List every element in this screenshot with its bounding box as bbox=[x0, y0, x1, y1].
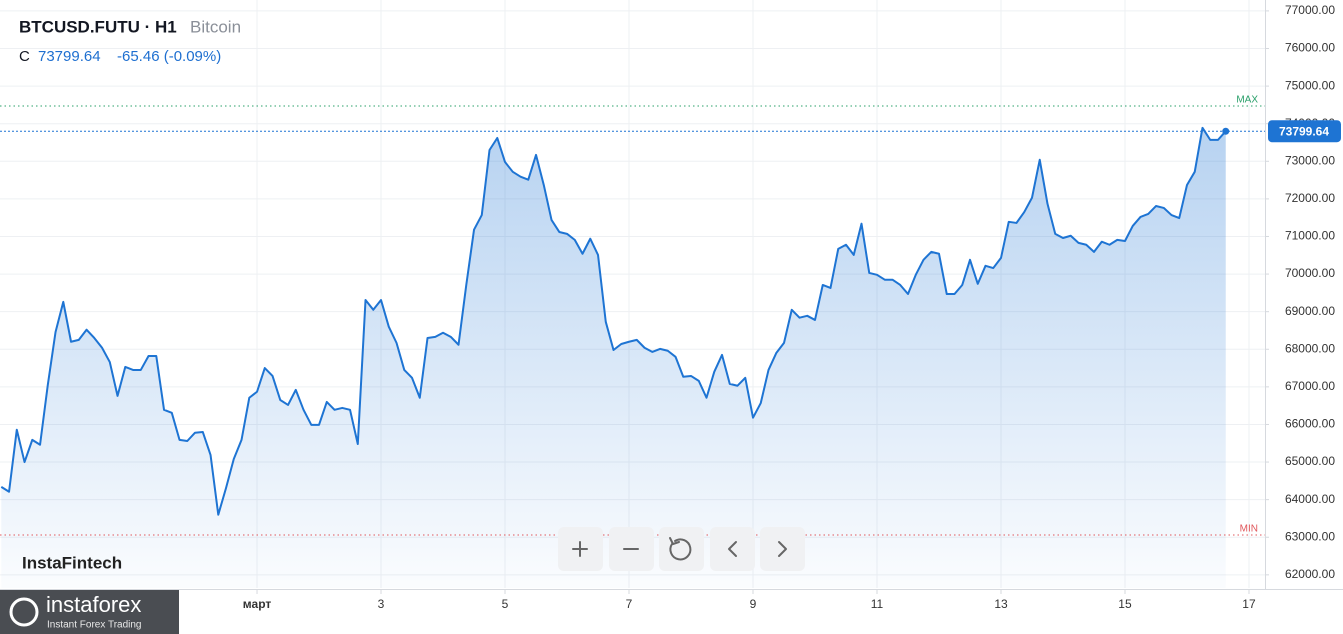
x-tick-label: 3 bbox=[378, 597, 385, 611]
y-tick-label: 70000.00 bbox=[1285, 266, 1335, 280]
logo-name: instaforex bbox=[46, 592, 141, 617]
last-point bbox=[1222, 127, 1230, 135]
button-bg[interactable] bbox=[659, 527, 704, 571]
x-tick-label: 13 bbox=[994, 597, 1008, 611]
reset-button[interactable] bbox=[659, 527, 704, 571]
max-line-label: MAX bbox=[1236, 95, 1258, 106]
price-tag bbox=[1268, 120, 1341, 143]
button-bg[interactable] bbox=[760, 527, 805, 571]
axes: 62000.00 63000.00 64000.00 65000.00 66000.00… bbox=[243, 3, 1341, 611]
price-line bbox=[0, 126, 1227, 516]
button-bg[interactable] bbox=[710, 527, 755, 571]
x-tick-label: март bbox=[243, 597, 272, 611]
logo-tagline: Instant Forex Trading bbox=[47, 620, 142, 631]
scroll-left-button[interactable] bbox=[710, 527, 755, 571]
y-tick-label: 66000.00 bbox=[1285, 417, 1335, 431]
y-tick-label: 65000.00 bbox=[1285, 454, 1335, 468]
plot: MAX MIN bbox=[0, 95, 1265, 588]
y-tick-label: 63000.00 bbox=[1285, 529, 1335, 543]
x-tick-label: 17 bbox=[1242, 597, 1256, 611]
symbol: BTCUSD.FUTU · H1 bbox=[19, 17, 177, 36]
y-tick-label: 71000.00 bbox=[1285, 229, 1335, 243]
price-tag-label: 73799.64 bbox=[1279, 124, 1329, 138]
area-fill bbox=[1, 127, 1226, 588]
y-tick-label: 72000.00 bbox=[1285, 191, 1335, 205]
brand: InstaFintech bbox=[22, 553, 122, 572]
price-change: -65.46 (-0.09%) bbox=[117, 48, 221, 65]
logo-bg bbox=[0, 590, 179, 634]
min-line-label: MIN bbox=[1240, 524, 1258, 535]
y-tick-label: 75000.00 bbox=[1285, 78, 1335, 92]
y-tick-label: 73000.00 bbox=[1285, 153, 1335, 167]
x-tick-label: 5 bbox=[502, 597, 509, 611]
y-tick-label: 67000.00 bbox=[1285, 379, 1335, 393]
y-tick-label: 64000.00 bbox=[1285, 492, 1335, 506]
y-tick-label: 77000.00 bbox=[1285, 3, 1335, 17]
y-tick-label: 69000.00 bbox=[1285, 304, 1335, 318]
x-tick-label: 15 bbox=[1118, 597, 1132, 611]
instrument-name: Bitcoin bbox=[190, 17, 241, 36]
zoom-out-button[interactable] bbox=[609, 527, 654, 571]
scroll-right-button[interactable] bbox=[760, 527, 805, 571]
y-tick-label: 68000.00 bbox=[1285, 341, 1335, 355]
y-tick-label: 62000.00 bbox=[1285, 567, 1335, 581]
logo: instaforex Instant Forex Trading bbox=[0, 590, 179, 634]
close-label: C bbox=[19, 48, 30, 65]
close-price: 73799.64 bbox=[38, 48, 101, 65]
x-tick-label: 9 bbox=[750, 597, 757, 611]
y-tick-label: 76000.00 bbox=[1285, 41, 1335, 55]
x-tick-label: 7 bbox=[626, 597, 633, 611]
logo-icon bbox=[9, 597, 39, 627]
x-tick-label: 11 bbox=[871, 597, 884, 611]
zoom-in-button[interactable] bbox=[558, 527, 603, 571]
